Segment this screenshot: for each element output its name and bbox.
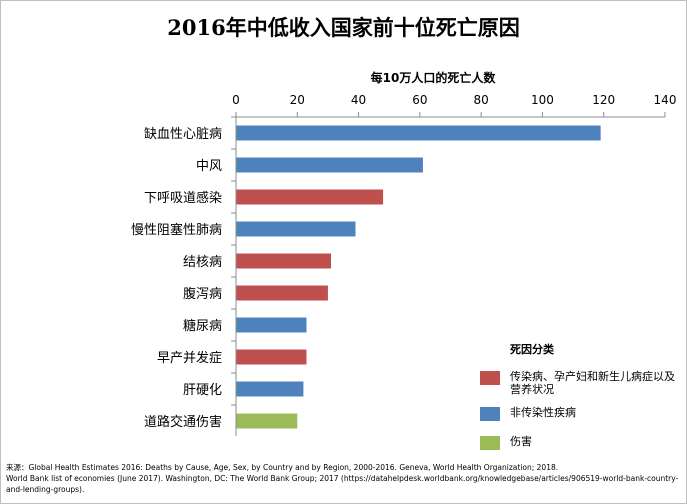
bar-9 xyxy=(236,414,297,429)
x-tick-label-3: 60 xyxy=(412,93,427,107)
legend-label-injury: 伤害 xyxy=(510,435,680,448)
legend-item-communicable: 传染病、孕产妇和新生儿病症以及营养状况 xyxy=(480,370,680,396)
chart-plot: 每10万人口的死亡人数 0 20 40 60 80 100 120 140 缺血性心脏病中风下… xyxy=(0,0,687,504)
source-note: 来源：Global Health Estimates 2016: Deaths … xyxy=(6,462,682,495)
legend-title: 死因分类 xyxy=(510,341,554,357)
x-tick-label-7: 140 xyxy=(654,93,677,107)
legend-label-communicable: 传染病、孕产妇和新生儿病症以及营养状况 xyxy=(510,370,680,396)
category-label-7: 早产并发症 xyxy=(157,350,222,366)
legend-item-noncommunicable: 非传染性疾病 xyxy=(480,406,680,421)
x-tick-label-4: 80 xyxy=(474,93,489,107)
bar-3 xyxy=(236,222,356,237)
category-label-6: 糖尿病 xyxy=(183,318,222,334)
bar-8 xyxy=(236,382,303,397)
category-label-4: 结核病 xyxy=(183,255,222,270)
category-label-3: 慢性阻塞性肺病 xyxy=(131,222,222,238)
bar-1 xyxy=(236,158,423,173)
source-line-1: 来源：Global Health Estimates 2016: Deaths … xyxy=(6,462,682,473)
legend-swatch-injury xyxy=(480,436,500,450)
legend-swatch-communicable xyxy=(480,371,500,385)
bar-2 xyxy=(236,190,383,205)
category-label-1: 中风 xyxy=(196,159,222,174)
bar-0 xyxy=(236,126,601,141)
x-axis-label: 每10万人口的死亡人数 xyxy=(371,70,497,85)
x-tick-label-6: 120 xyxy=(592,93,615,107)
x-tick-label-1: 20 xyxy=(290,93,305,107)
x-tick-label-5: 100 xyxy=(531,93,554,107)
category-label-0: 缺血性心脏病 xyxy=(144,127,222,142)
category-label-8: 肝硬化 xyxy=(183,383,222,398)
bar-5 xyxy=(236,286,328,301)
category-label-5: 腹泻病 xyxy=(183,286,222,302)
bar-6 xyxy=(236,318,306,333)
x-tick-label-2: 40 xyxy=(351,93,366,107)
legend-label-noncommunicable: 非传染性疾病 xyxy=(510,406,680,419)
legend-swatch-noncommunicable xyxy=(480,407,500,421)
category-label-9: 道路交通伤害 xyxy=(144,414,222,430)
bar-4 xyxy=(236,254,331,269)
source-line-2: World Bank list of economies (June 2017)… xyxy=(6,473,682,495)
category-label-2: 下呼吸道感染 xyxy=(144,190,222,206)
bar-7 xyxy=(236,350,306,365)
x-tick-label-0: 0 xyxy=(232,93,240,107)
legend-item-injury: 伤害 xyxy=(480,435,680,450)
